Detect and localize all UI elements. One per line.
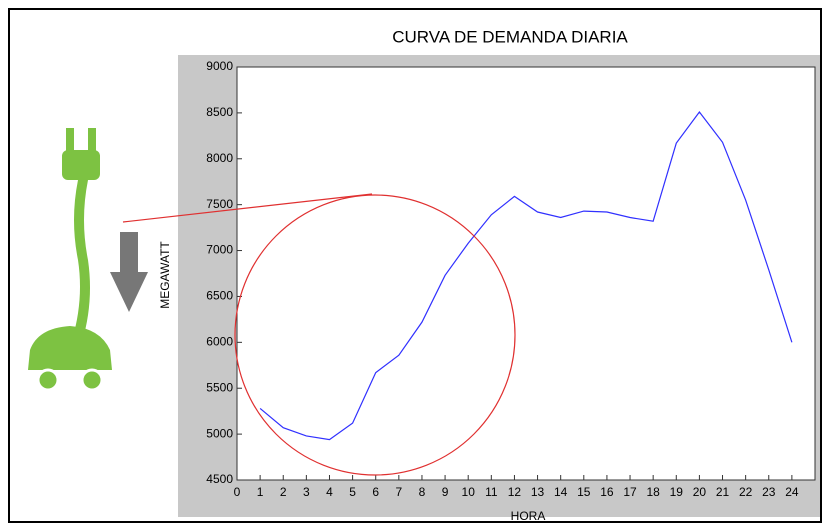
y-tick-label: 6500 — [206, 289, 233, 303]
x-tick-label: 0 — [234, 485, 241, 499]
x-tick-label: 14 — [554, 485, 568, 499]
x-tick-label: 7 — [395, 485, 402, 499]
x-tick-label: 3 — [303, 485, 310, 499]
x-tick-label: 4 — [326, 485, 333, 499]
data-line — [259, 110, 793, 441]
x-tick-label: 24 — [785, 485, 799, 499]
x-tick-label: 20 — [693, 485, 707, 499]
x-tick-label: 13 — [531, 485, 545, 499]
y-tick-label: 8500 — [206, 105, 233, 119]
x-tick-label: 11 — [485, 485, 498, 499]
x-tick-label: 15 — [577, 485, 591, 499]
x-tick-label: 23 — [762, 485, 776, 499]
x-tick-label: 2 — [280, 485, 287, 499]
chart-title: CURVA DE DEMANDA DIARIA — [392, 27, 628, 46]
plot: 4500 5000 5500 6000 6500 7000 7500 8000 8500 9000… — [206, 59, 799, 499]
x-tick-label: 12 — [508, 485, 522, 499]
plug-icon — [28, 128, 112, 392]
y-tick-label: 9000 — [206, 59, 233, 73]
x-tick-label: 16 — [600, 485, 614, 499]
y-tick-label: 8000 — [206, 151, 233, 165]
x-tick-label: 6 — [372, 485, 379, 499]
x-axis-label: HORA — [511, 509, 546, 523]
y-tick-label: 6000 — [206, 335, 233, 349]
x-tick-label: 8 — [419, 485, 426, 499]
x-tick-label: 5 — [349, 485, 356, 499]
x-tick-label: 21 — [716, 485, 730, 499]
x-tick-label: 9 — [442, 485, 449, 499]
y-tick-label: 5500 — [206, 380, 233, 394]
pointer-line — [122, 193, 373, 223]
x-tick-label: 19 — [670, 485, 684, 499]
x-tick-label: 1 — [257, 485, 264, 499]
y-axis-label: MEGAWATT — [158, 241, 172, 309]
x-tick-label: 22 — [739, 485, 753, 499]
x-tick-label: 17 — [623, 485, 637, 499]
down-arrow — [110, 232, 148, 312]
y-tick-label: 7500 — [206, 197, 233, 211]
y-tick-label: 4500 — [206, 472, 233, 486]
y-tick-label: 5000 — [206, 426, 233, 440]
y-tick-label: 7000 — [206, 243, 233, 257]
x-tick-label: 18 — [646, 485, 660, 499]
x-tick-label: 10 — [462, 485, 476, 499]
plot-area — [236, 66, 816, 481]
highlight-circle — [234, 194, 516, 476]
